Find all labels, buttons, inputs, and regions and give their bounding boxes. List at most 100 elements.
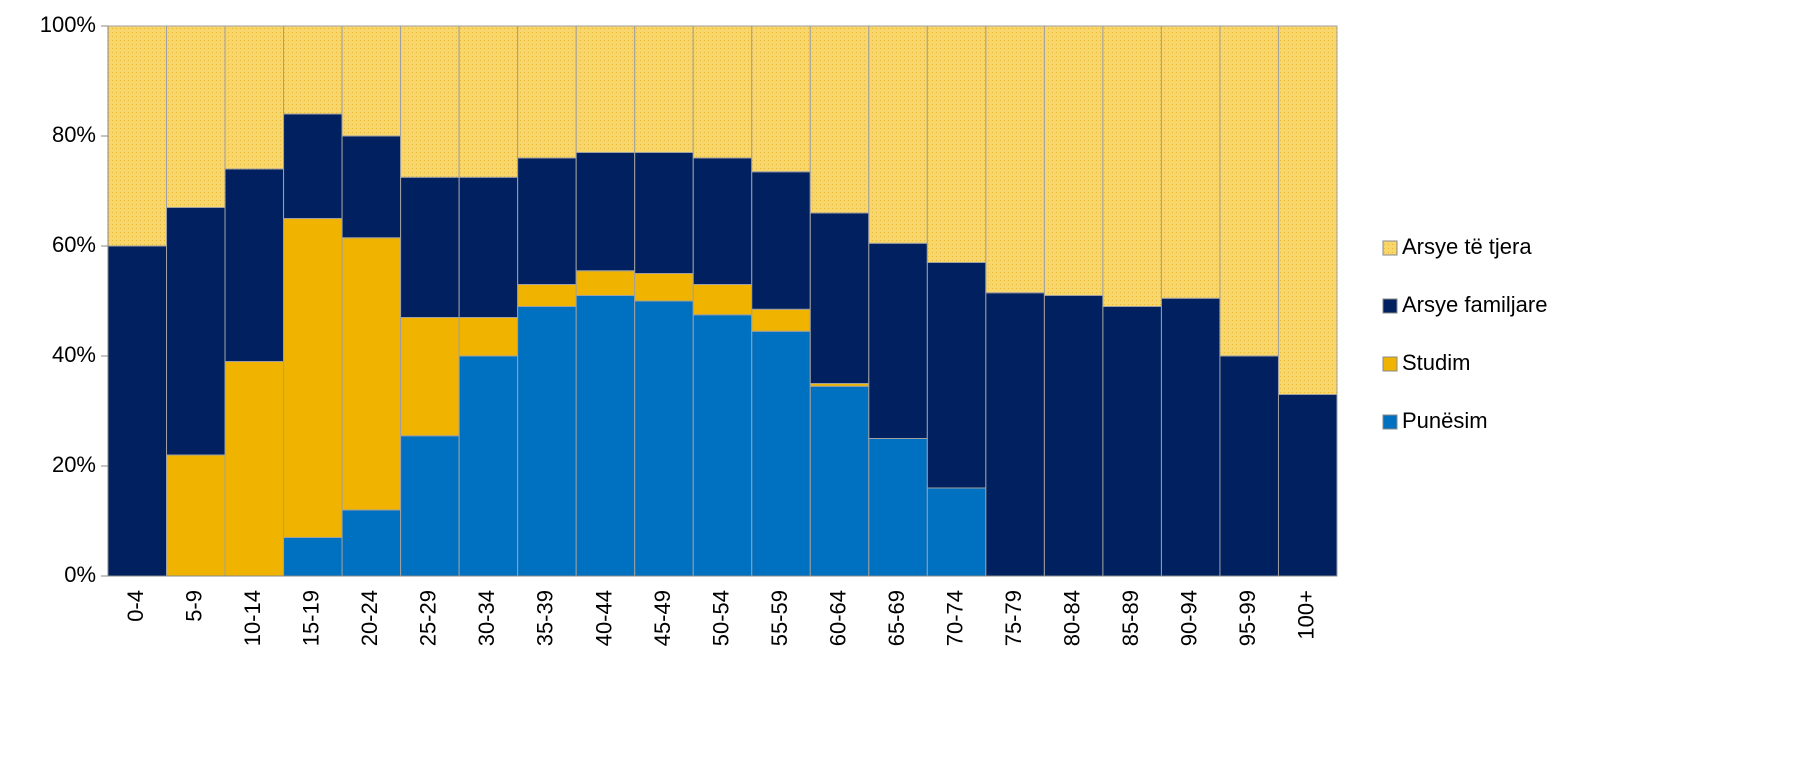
bar-segment <box>809 25 870 214</box>
bar-segment <box>751 308 811 332</box>
x-tick-label: 30-34 <box>474 590 499 646</box>
bar-segment <box>575 152 636 272</box>
x-tick-label: 95-99 <box>1235 590 1260 646</box>
bar-segment <box>1277 25 1338 395</box>
legend-swatch <box>1382 298 1398 314</box>
y-tick-label: 100% <box>40 12 96 37</box>
bar-segment <box>400 317 460 437</box>
bar-segment <box>458 355 519 577</box>
bar-segment <box>224 168 285 362</box>
bar-segment <box>751 25 811 173</box>
bar-segment <box>458 317 519 357</box>
x-tick-label: 65-69 <box>884 590 909 646</box>
bar-segment <box>692 284 753 316</box>
bar-segment <box>283 25 343 115</box>
bar-segment <box>166 25 226 208</box>
bar-segment <box>283 113 343 219</box>
bar-segment <box>166 207 226 456</box>
legend-swatch <box>1382 240 1398 256</box>
bar-segment <box>517 306 577 577</box>
bar-segment <box>868 438 928 577</box>
bar-segment <box>283 537 343 577</box>
bar-segment <box>868 25 928 244</box>
bar-segment <box>634 25 694 153</box>
bar-segment <box>809 212 870 384</box>
bar-segment <box>458 176 519 318</box>
bar-segment <box>634 152 694 274</box>
bar-segment <box>634 273 694 302</box>
bar-segment <box>692 157 753 285</box>
bar-segment <box>517 284 577 307</box>
bar-segment <box>575 295 636 577</box>
bar-segment <box>1102 25 1162 307</box>
legend-label: Studim <box>1402 350 1470 375</box>
y-tick-label: 0% <box>64 562 96 587</box>
bar-segment <box>751 171 811 310</box>
bar-segment <box>341 25 402 137</box>
bar-segment <box>692 314 753 577</box>
x-tick-label: 45-49 <box>650 590 675 646</box>
bar-segment <box>926 25 987 263</box>
bar-segment <box>1102 306 1162 577</box>
legend-label: Arsye të tjera <box>1402 234 1532 259</box>
bar-segment <box>283 218 343 538</box>
x-tick-label: 85-89 <box>1118 590 1143 646</box>
bar-segment <box>926 262 987 489</box>
bar-segment <box>868 242 928 439</box>
y-tick-label: 20% <box>52 452 96 477</box>
bar-segment <box>1219 25 1279 357</box>
x-tick-label: 60-64 <box>825 590 850 646</box>
x-tick-label: 75-79 <box>1001 590 1026 646</box>
x-tick-label: 100+ <box>1294 590 1319 640</box>
bar-segment <box>634 300 694 577</box>
x-tick-label: 55-59 <box>767 590 792 646</box>
x-tick-label: 40-44 <box>591 590 616 646</box>
legend-label: Arsye familjare <box>1402 292 1547 317</box>
bar-segment <box>400 25 460 178</box>
bar-segment <box>107 245 168 577</box>
bar-segment <box>926 487 987 577</box>
x-tick-label: 80-84 <box>1059 590 1084 646</box>
bar-segment <box>1160 25 1221 299</box>
bar-segment <box>575 25 636 153</box>
bar-segment <box>985 292 1045 577</box>
x-tick-label: 5-9 <box>182 590 207 622</box>
bar-segment <box>341 237 402 511</box>
bar-segment <box>1219 355 1279 577</box>
bar-segment <box>517 25 577 159</box>
bar-segment <box>400 435 460 577</box>
y-tick-label: 40% <box>52 342 96 367</box>
x-tick-label: 25-29 <box>416 590 441 646</box>
x-tick-label: 90-94 <box>1177 590 1202 646</box>
bar-segment <box>341 135 402 239</box>
legend-label: Punësim <box>1402 408 1488 433</box>
bar-segment <box>985 25 1045 294</box>
bar-segment <box>575 270 636 296</box>
x-tick-label: 10-14 <box>240 590 265 646</box>
bar-segment <box>1277 394 1338 577</box>
bar-segment <box>1160 297 1221 577</box>
bar-segment <box>692 25 753 159</box>
bar-segment <box>400 176 460 318</box>
y-tick-label: 80% <box>52 122 96 147</box>
bar-segment <box>224 361 285 577</box>
x-tick-label: 50-54 <box>708 590 733 646</box>
bar-segment <box>751 330 811 577</box>
x-tick-label: 70-74 <box>942 590 967 646</box>
bar-segment <box>166 454 226 577</box>
bar-segment <box>1043 295 1104 577</box>
bar-segment <box>1043 25 1104 296</box>
bar-segment <box>224 25 285 170</box>
x-tick-label: 35-39 <box>533 590 558 646</box>
bar-segment <box>107 25 168 247</box>
x-tick-label: 0-4 <box>123 590 148 622</box>
x-tick-label: 20-24 <box>357 590 382 646</box>
bar-segment <box>517 157 577 285</box>
bar-segment <box>458 25 519 178</box>
x-tick-label: 15-19 <box>299 590 324 646</box>
bar-segment <box>341 509 402 577</box>
y-tick-label: 60% <box>52 232 96 257</box>
legend-swatch <box>1382 414 1398 430</box>
